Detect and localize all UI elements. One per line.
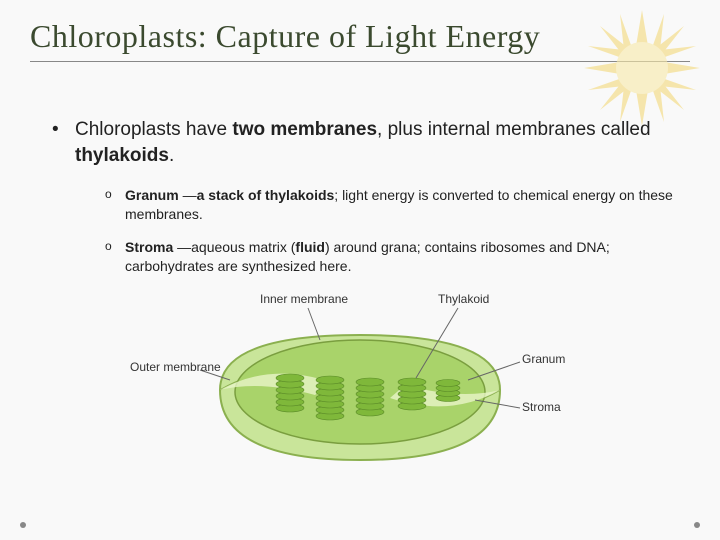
bold-text: a stack of thylakoids: [197, 187, 335, 203]
decoration-dot-right: [694, 522, 700, 528]
label-inner-membrane: Inner membrane: [260, 292, 348, 306]
bold-text: two membranes: [232, 119, 377, 140]
chloroplast-svg: [160, 290, 560, 490]
decoration-dot-left: [20, 522, 26, 528]
bold-text: Granum: [125, 187, 179, 203]
label-thylakoid: Thylakoid: [438, 292, 489, 306]
text: —aqueous matrix (: [173, 239, 295, 255]
label-stroma: Stroma: [522, 400, 561, 414]
bold-text: Stroma: [125, 239, 173, 255]
chloroplast-diagram: Inner membrane Outer membrane Thylakoid …: [160, 290, 560, 490]
slide: Chloroplasts: Capture of Light Energy Ch…: [0, 0, 720, 540]
sub-bullet-stroma: Stroma —aqueous matrix (fluid) around gr…: [105, 238, 690, 276]
slide-title: Chloroplasts: Capture of Light Energy: [30, 18, 690, 55]
text: .: [169, 145, 174, 166]
bold-text: thylakoids: [75, 145, 169, 166]
sub-bullet-granum: Granum —a stack of thylakoids; light ene…: [105, 186, 690, 224]
content-area: Chloroplasts have two membranes, plus in…: [30, 117, 690, 490]
text: Chloroplasts have: [75, 119, 232, 140]
text: —: [179, 187, 197, 203]
main-bullet: Chloroplasts have two membranes, plus in…: [30, 117, 690, 168]
label-granum: Granum: [522, 352, 565, 366]
label-outer-membrane: Outer membrane: [130, 360, 221, 374]
bold-text: fluid: [295, 239, 325, 255]
text: , plus internal membranes called: [377, 119, 651, 140]
sub-bullet-list: Granum —a stack of thylakoids; light ene…: [30, 186, 690, 276]
diagram-area: Inner membrane Outer membrane Thylakoid …: [30, 290, 690, 490]
